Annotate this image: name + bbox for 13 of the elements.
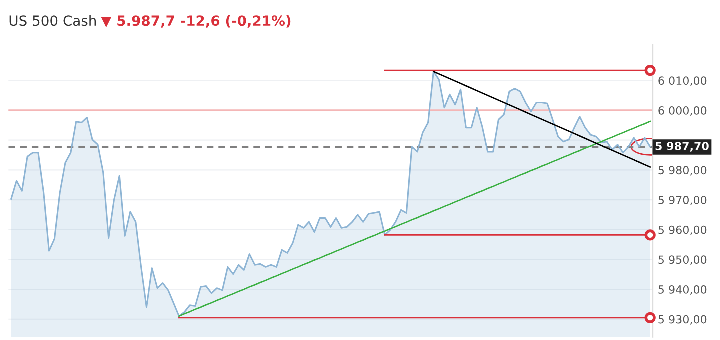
y-tick-label: 5 970,00: [658, 196, 707, 206]
y-tick-label: 5 950,00: [658, 256, 707, 266]
chart-subtitle: ▼ 5.987,7 -12,6 (-0,21%): [101, 15, 291, 28]
y-tick-label: 6 000,00: [658, 106, 707, 116]
y-tick-label: 5 930,00: [658, 315, 707, 325]
line-series: [178, 120, 652, 318]
line-series: [433, 71, 652, 168]
y-tick-label: 6 010,00: [658, 76, 707, 86]
chart-title: US 500 Cash: [10, 15, 96, 26]
ref-line-label: 5 987,70: [656, 142, 709, 152]
y-tick-label: 5 960,00: [658, 226, 707, 236]
y-tick-label: 5 980,00: [658, 166, 707, 176]
y-tick-label: 5 940,00: [658, 286, 707, 296]
